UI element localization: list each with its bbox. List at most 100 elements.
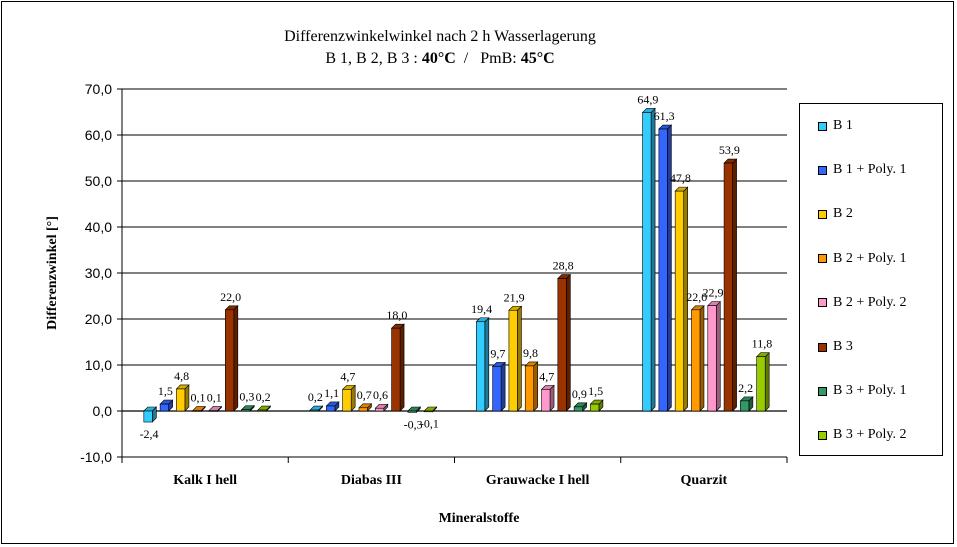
bar-side [399, 323, 405, 412]
bar [423, 410, 433, 413]
legend-swatch [818, 430, 827, 440]
bar [674, 190, 684, 412]
bar [342, 389, 352, 412]
data-label: 2,2 [738, 381, 753, 395]
data-label: 19,4 [471, 302, 492, 316]
data-label: -0,3 [404, 417, 423, 431]
bar-side [517, 305, 522, 412]
y-tick-label: 40,0 [85, 219, 112, 235]
bar-side [500, 361, 506, 412]
bar [374, 407, 385, 412]
legend-swatch [818, 254, 827, 264]
chart-subtitle: B 1, B 2, B 3 : 40°C / PmB: 45°C [0, 48, 880, 70]
bar [241, 409, 251, 412]
legend-label: B 2 [833, 206, 853, 222]
legend-item: B 3 [818, 339, 853, 355]
bar-side [764, 351, 770, 412]
chart-legend: B 1 B 1 + Poly. 1 B 2 B 2 + Poly. 1 B 2 + Po… [799, 103, 943, 456]
y-tick-label: 50,0 [85, 173, 112, 189]
legend-label: B 2 + Poly. 2 [833, 294, 907, 310]
bar [143, 410, 153, 423]
bar [476, 321, 486, 412]
bar-side [650, 107, 656, 412]
bar [508, 309, 518, 412]
bar [590, 403, 600, 412]
data-label: 1,5 [588, 384, 603, 398]
bar-side [566, 273, 571, 412]
legend-swatch [818, 386, 827, 396]
bar [740, 400, 750, 412]
bar-side [484, 317, 490, 412]
y-tick-label: -10,0 [80, 449, 112, 465]
data-label: 0,1 [207, 391, 222, 405]
data-label: 0,1 [190, 391, 205, 405]
legend-item: B 3 + Poly. 1 [818, 383, 907, 399]
legend-swatch [818, 342, 827, 352]
x-tick-label: Grauwacke I hell [486, 473, 590, 488]
data-label: 18,0 [386, 308, 407, 322]
bar [541, 389, 551, 412]
bar [557, 278, 567, 412]
bar [208, 410, 218, 412]
legend-item: B 2 + Poly. 2 [818, 295, 907, 311]
bar-side [549, 384, 555, 412]
bar [492, 366, 502, 412]
y-tick-label: 20,0 [85, 311, 112, 327]
y-tick-label: 30,0 [85, 265, 112, 281]
bar [407, 410, 417, 413]
legend-swatch [818, 298, 827, 308]
bar [326, 405, 336, 412]
data-label: 0,6 [373, 388, 388, 402]
subtitle-prefix: B 1, B 2, B 3 : [325, 50, 422, 67]
bar-side [699, 305, 705, 412]
subtitle-mid: / PmB: [455, 50, 521, 67]
bar [257, 409, 267, 412]
x-tick-label: Diabas III [341, 473, 402, 488]
x-tick-label: Quarzit [681, 473, 728, 488]
data-label: 0,2 [308, 390, 323, 404]
legend-label: B 3 [833, 339, 853, 354]
legend-label: B 3 + Poly. 2 [833, 427, 907, 443]
chart-title: Differenzwinkelwinkel nach 2 h Wasserlag… [0, 26, 880, 70]
bar [358, 407, 368, 412]
bar [524, 365, 535, 412]
y-axis-title: Differenzwinkel [°] [45, 216, 60, 330]
bar-side [667, 124, 672, 412]
data-label: 21,9 [504, 290, 525, 304]
data-label: 28,8 [553, 259, 574, 273]
data-label: 0,9 [572, 387, 587, 401]
data-label: 53,9 [719, 143, 740, 157]
y-tick-label: 60,0 [85, 127, 112, 143]
subtitle-temp1: 40°C [421, 50, 456, 67]
legend-label: B 3 + Poly. 1 [833, 383, 907, 399]
data-label: -2,4 [140, 427, 159, 441]
bar [642, 112, 652, 412]
legend-swatch [818, 165, 827, 175]
legend-item: B 1 + Poly. 1 [818, 162, 907, 178]
data-label: 22,0 [220, 290, 241, 304]
data-label: -0,1 [420, 416, 439, 430]
bar-side [233, 305, 239, 412]
legend-swatch [818, 209, 827, 219]
data-label: 22,0 [686, 290, 707, 304]
data-label: 47,8 [670, 171, 691, 185]
data-label: 22,9 [703, 286, 724, 300]
legend-label: B 2 + Poly. 1 [833, 250, 907, 266]
data-label: 1,1 [324, 386, 339, 400]
data-label: 4,7 [539, 369, 554, 383]
bar-side [715, 300, 721, 412]
bar-side [184, 384, 190, 412]
data-label: 61,3 [654, 109, 675, 123]
bar [309, 409, 319, 412]
bar-side [732, 158, 737, 412]
bar-side [350, 384, 356, 412]
data-label: 0,2 [256, 390, 271, 404]
bar [225, 309, 235, 412]
chart-title-line1: Differenzwinkelwinkel nach 2 h Wasserlag… [284, 28, 596, 45]
legend-item: B 3 + Poly. 2 [818, 427, 907, 443]
data-label: 64,9 [637, 92, 658, 106]
bar [756, 356, 766, 412]
data-label: 9,8 [523, 346, 538, 360]
